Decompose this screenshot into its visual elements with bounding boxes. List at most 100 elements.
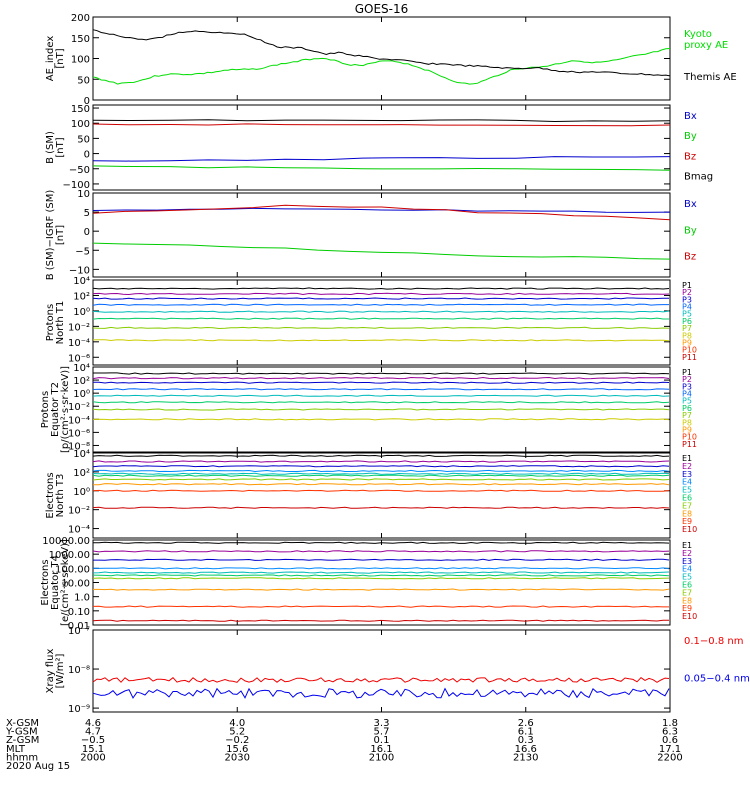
legend-label: P1 [682, 281, 692, 290]
x-row-value: 0.1 [374, 735, 390, 746]
y-axis-label: [nT] [55, 48, 66, 68]
x-row-value: 0.3 [518, 735, 534, 746]
series-line-P3 [93, 381, 670, 384]
legend-label: Bx [684, 199, 697, 210]
y-tick-label: 10⁻⁹ [68, 704, 90, 715]
x-row-value: −0.5 [81, 735, 105, 746]
y-tick-label: 10⁰ [73, 389, 90, 400]
x-row-value: 2000 [80, 752, 105, 763]
panel-frame [92, 104, 671, 191]
panel-frame [92, 279, 671, 366]
y-tick-label: 50 [77, 134, 90, 145]
series-line-Kyoto-proxy-AE [92, 48, 671, 85]
series-line-Bx [92, 156, 671, 162]
chart-title: GOES-16 [355, 2, 409, 16]
y-tick-label: 100.00 [55, 564, 90, 575]
y-tick-label: 150 [71, 34, 90, 45]
series-line-E2 [92, 460, 670, 463]
series-line-By [92, 165, 671, 171]
series-line-P5 [92, 310, 670, 313]
legend-label: Kyoto [684, 29, 712, 40]
legend-label: E8 [682, 509, 692, 518]
legend-label: E2 [682, 549, 692, 558]
legend-label: E9 [682, 517, 692, 526]
y-tick-label: 10⁻⁶ [68, 353, 90, 364]
legend-label: P6 [682, 317, 692, 326]
panel-1 [92, 16, 671, 101]
series-line-P7 [92, 408, 670, 411]
series-line-E6 [92, 474, 670, 477]
y-axis-label: [p/(cm²·s·sr·keV)] [60, 366, 71, 453]
series-line-P4 [92, 388, 670, 391]
y-tick-label: −10 [69, 265, 90, 276]
series-line-0-1-0-8-nm [92, 677, 670, 683]
series-line-P6 [92, 317, 669, 320]
y-tick-label: 200 [71, 13, 90, 24]
y-tick-label: 0 [84, 96, 90, 107]
y-tick-label: 10⁻⁴ [68, 525, 90, 536]
legend-label: E7 [682, 501, 692, 510]
y-axis-label: B (SM) [45, 131, 56, 164]
y-axis-label: Equator T2 [50, 382, 61, 437]
legend-label: P2 [682, 375, 692, 384]
y-axis-label: Xray flux [45, 649, 56, 694]
legend-label: E9 [682, 604, 692, 613]
legend-label: P10 [682, 346, 697, 355]
legend-label: E5 [682, 573, 692, 582]
legend-label: Themis AE [683, 72, 737, 83]
series-line-E3 [92, 465, 670, 468]
y-tick-label: 1000.00 [49, 550, 90, 561]
legend-label: E6 [682, 581, 692, 590]
y-tick-label: 10⁴ [73, 276, 90, 287]
legend-label: E4 [682, 478, 692, 487]
y-tick-label: 10⁻² [68, 322, 90, 333]
series-line-E4 [92, 567, 670, 570]
legend-label: E4 [682, 565, 692, 574]
panel-3 [92, 192, 671, 278]
series-line-P7 [92, 326, 670, 330]
y-tick-label: 10⁻² [68, 402, 90, 413]
y-axis-label: [W/m²] [55, 653, 66, 688]
legend-label: P7 [682, 411, 692, 420]
y-tick-label: 10⁴ [73, 363, 90, 374]
legend-label: P8 [682, 331, 692, 340]
y-tick-label: 10⁻⁸ [68, 665, 90, 676]
legend-label: E10 [682, 612, 697, 621]
series-line-0-05-0-4-nm [92, 687, 670, 699]
y-axis-label: [nT] [55, 137, 66, 157]
legend-label: 0.05−0.4 nm [684, 673, 750, 684]
y-axis-label: [nT] [55, 225, 66, 245]
x-row-value: −0.2 [225, 735, 249, 746]
y-axis-label: AE_index [45, 36, 56, 82]
y-tick-label: 10² [73, 468, 90, 479]
series-line-E9 [92, 489, 670, 492]
y-axis-label: Electrons [45, 472, 56, 518]
y-tick-label: 10² [73, 291, 90, 302]
x-row-value: 15.1 [82, 744, 104, 755]
legend-label: Bz [684, 252, 696, 263]
x-row-value: 2130 [513, 752, 538, 763]
legend-label: P1 [682, 368, 692, 377]
series-line-Bmag [92, 119, 671, 123]
y-tick-label: 0.10 [68, 607, 90, 618]
series-line-E10 [92, 619, 670, 622]
y-tick-label: 10² [73, 376, 90, 387]
y-tick-label: 0.01 [68, 621, 90, 632]
y-axis-label: Equator T4 [50, 555, 61, 610]
panel-frame [92, 16, 671, 101]
legend-label: Bmag [684, 172, 713, 183]
y-tick-label: 10⁻⁴ [68, 415, 90, 426]
y-tick-label: 1.0 [74, 593, 90, 604]
x-row-value: 6.1 [518, 727, 534, 738]
x-row-value: 4.0 [229, 718, 245, 729]
legend-label: E10 [682, 525, 697, 534]
y-tick-label: −50 [69, 165, 90, 176]
y-tick-label: 150 [71, 104, 90, 115]
series-line-E8 [93, 483, 670, 486]
legend-label: E1 [682, 541, 692, 550]
legend-label: P5 [682, 397, 692, 406]
y-tick-label: 10⁰ [73, 487, 90, 498]
legend-label: P10 [682, 433, 697, 442]
y-tick-label: −100 [63, 180, 90, 191]
y-tick-label: 10.00 [61, 579, 90, 590]
